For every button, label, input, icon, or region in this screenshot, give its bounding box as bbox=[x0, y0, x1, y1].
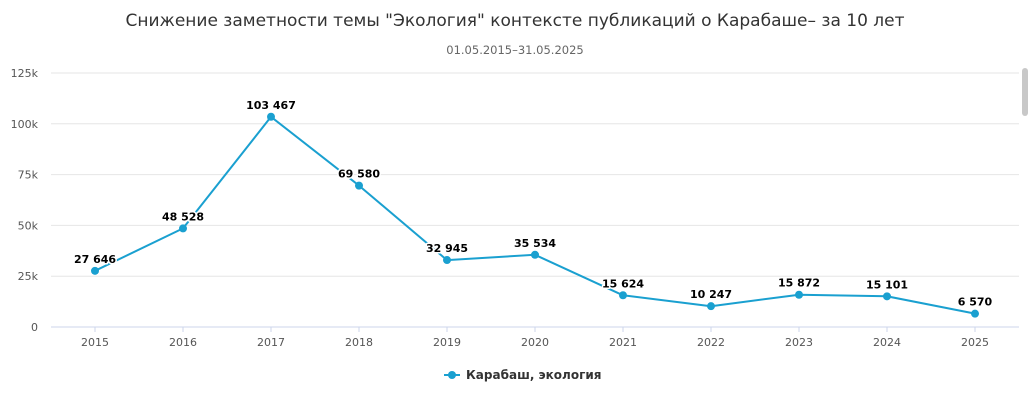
data-point[interactable] bbox=[267, 112, 275, 121]
data-point[interactable] bbox=[619, 291, 627, 300]
y-tick-label: 100k bbox=[11, 118, 39, 131]
x-tick-label: 2022 bbox=[697, 336, 725, 349]
y-axis: 0 25k 50k 75k 100k 125k bbox=[11, 67, 39, 334]
data-label: 69 580 bbox=[338, 168, 380, 181]
x-tick-label: 2018 bbox=[345, 336, 373, 349]
data-point[interactable] bbox=[443, 256, 451, 265]
data-label: 15 624 bbox=[602, 277, 644, 290]
data-point[interactable] bbox=[91, 266, 99, 275]
data-point[interactable] bbox=[707, 302, 715, 311]
x-tick-label: 2017 bbox=[257, 336, 285, 349]
data-label: 103 467 bbox=[246, 99, 296, 112]
y-tick-label: 0 bbox=[31, 321, 38, 334]
x-tick-label: 2016 bbox=[169, 336, 197, 349]
y-tick-label: 125k bbox=[11, 67, 39, 80]
chart-title: Снижение заметности темы "Экология" конт… bbox=[125, 11, 904, 31]
data-point[interactable] bbox=[179, 224, 187, 233]
series-line bbox=[94, 115, 976, 315]
data-point[interactable] bbox=[883, 292, 891, 301]
chart-subtitle: 01.05.2015–31.05.2025 bbox=[446, 43, 583, 57]
x-tick-label: 2020 bbox=[521, 336, 549, 349]
y-tick-label: 25k bbox=[18, 270, 39, 283]
scrollbar[interactable] bbox=[1022, 68, 1028, 116]
y-tick-label: 50k bbox=[18, 219, 39, 232]
data-labels: 27 646 48 528 103 467 69 580 32 945 35 534 15 … bbox=[72, 97, 994, 310]
data-label: 6 570 bbox=[958, 296, 993, 309]
legend-label: Карабаш, экология bbox=[466, 368, 601, 382]
grid-lines bbox=[51, 72, 1019, 277]
data-label: 10 247 bbox=[690, 288, 732, 301]
x-tick-label: 2025 bbox=[961, 336, 989, 349]
data-label: 27 646 bbox=[74, 253, 116, 266]
data-label: 32 945 bbox=[426, 242, 468, 255]
x-tick-label: 2015 bbox=[81, 336, 109, 349]
data-point[interactable] bbox=[795, 290, 803, 299]
data-label: 15 872 bbox=[778, 277, 820, 290]
data-point[interactable] bbox=[355, 181, 363, 190]
data-point[interactable] bbox=[971, 309, 979, 318]
legend-marker-icon bbox=[448, 371, 456, 379]
x-tick-label: 2021 bbox=[609, 336, 637, 349]
data-label: 48 528 bbox=[162, 210, 204, 223]
legend[interactable]: Карабаш, экология bbox=[444, 368, 601, 382]
data-label: 15 101 bbox=[866, 278, 908, 291]
x-tick-label: 2019 bbox=[433, 336, 461, 349]
x-tick-label: 2024 bbox=[873, 336, 901, 349]
y-tick-label: 75k bbox=[18, 169, 39, 182]
x-tick-label: 2023 bbox=[785, 336, 813, 349]
series-plot bbox=[91, 112, 979, 318]
x-axis: 2015 2016 2017 2018 2019 2020 2021 2022 2023 2024… bbox=[51, 326, 1019, 349]
data-label: 35 534 bbox=[514, 237, 556, 250]
data-point[interactable] bbox=[531, 250, 539, 259]
